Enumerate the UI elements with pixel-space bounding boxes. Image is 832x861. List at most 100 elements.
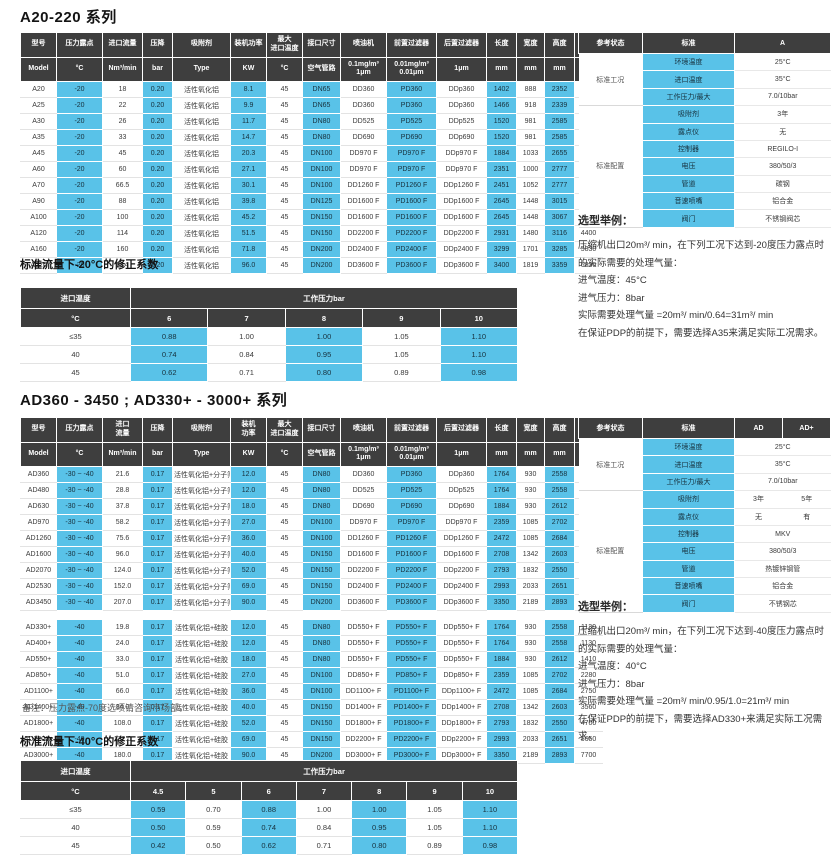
panel-row: 阀门 不锈钢芯 [579,594,831,613]
value-cell: 2585 [544,129,575,146]
spec-row: AD1800+ -40 108.0 0.17 活性氧化铝+硅胶 52.0 45 DN150 DD… [20,715,603,732]
panel-row: 标准工况 环境温度 25°C [578,52,831,107]
value-cell: 2451 [486,177,517,194]
column-unit: Model [20,441,57,467]
value-cell: 214 [102,257,143,274]
value-cell: DN80 [302,620,341,636]
value-cell: 1832 [516,562,545,579]
value-cell: DDp360 [436,97,487,114]
value-cell: 33.0 [102,651,143,668]
value-cell: DDp525 [436,113,487,130]
factor-cell: 1.10 [461,818,519,837]
value-cell: DN150 [302,578,341,595]
value-cell: 930 [516,466,545,483]
factor-cell: 1.05 [362,345,441,364]
value-cell: 11.7 [230,113,267,130]
example-line: 进气温度：45°C [578,275,647,287]
model-cell: AD970 [20,514,57,531]
parameter-cell: 音速喷嘴 [642,191,735,211]
column-header: 吸附剂 [172,417,231,443]
group-label: 标准配置 [578,490,643,613]
value-cell: 88 [102,193,143,210]
factor-cell: 1.05 [406,818,463,837]
factor-cell: 0.50 [129,818,187,837]
column-header: 后置过滤器 [436,32,487,58]
example-line: 进气压力：8bar [578,678,645,690]
panel-row: 控制器 MKV [579,524,831,544]
value-cell: 活性氧化铝+分子筛 [172,594,231,611]
value-cell: 0.20 [142,129,173,146]
footnote: 备注：压力露点-70度选项请咨询市场部。 [22,703,189,713]
value-cell: PD3600 F [386,257,437,274]
value-cell: DN200 [302,594,341,611]
value-cell: 0.17 [142,699,173,716]
column-header: 压降 [142,32,173,58]
column-unit: °C [20,781,131,801]
value-cell: DDp360 [436,81,487,98]
correction-ad-title: 标准流量下-40°C的修正系数 [20,736,159,748]
value-cell: 2339 [544,97,575,114]
factor-cell: 0.84 [207,345,286,364]
value-cell: 380/50/3 [734,542,831,561]
value-cell: -20 [56,177,103,194]
value-cell: DN150 [302,731,341,748]
value-cell: 84.0 [102,699,143,716]
value-cell: 2708 [486,546,517,563]
value-cell: DD360 [340,466,387,483]
panel-header: 标准 [642,417,735,439]
parameter-cell: 露点仪 [642,122,735,141]
value-cell: DN100 [302,161,341,178]
pressure-header: 9 [406,781,463,801]
column-unit: 1μm [436,56,487,82]
value-cell: -20 [56,241,103,258]
value-cell: 45 [266,699,303,716]
value-cell: PD690 [386,498,437,515]
value-cell: DDp550+ F [436,635,487,652]
value-cell: 3359 [544,257,575,274]
value-cell: 0.20 [142,145,173,162]
value-cell: DDp2200+ F [436,731,487,748]
column-unit: 1μm [436,441,487,467]
column-header: 装机功率 [230,32,267,58]
value-cell: 4400 [574,225,603,242]
value-cell: 3116 [544,225,575,242]
value-cell: DD550+ F [340,620,387,636]
panel-row: 音速喷嘴 铝合金 [579,191,831,211]
model-cell: AD360 [20,466,57,483]
factor-cell: 0.59 [185,818,242,837]
value-cell: DN200 [302,257,341,274]
value-cell: 21.6 [102,466,143,483]
value-cell: DN100 [302,530,341,547]
model-cell: A160 [20,241,57,258]
value-cell: 2359 [486,514,517,531]
spec-row: A90 -20 88 0.20 活性氧化铝 39.8 45 DN125 DD1600 F PD16… [20,193,603,210]
column-unit: 0.1mg/m³ 1μm [340,56,387,82]
pressure-header: 8 [351,781,408,801]
value-cell: 3400 [486,257,517,274]
value-cell: DD1800+ F [340,715,387,732]
value-cell: 39.8 [230,193,267,210]
value-cell: 2351 [486,161,517,178]
pressure-header: 10 [461,781,519,801]
value-cell: DD2200 F [340,562,387,579]
value-cell: 活性氧化铝+分子筛 [172,482,231,499]
value-cell: 12.0 [230,482,267,499]
model-cell: A60 [20,161,57,178]
factor-cell: 0.42 [129,836,187,855]
value-cell: 51.0 [102,667,143,684]
value-cell: 1448 [516,193,545,210]
example-ad-heading: 选型举例： [578,601,633,613]
value-cell: 活性氧化铝 [172,193,231,210]
factor-cell: 1.05 [406,800,463,819]
pressure-header: 10 [439,308,518,328]
column-header: 进口温度 [20,287,131,309]
parameter-cell: 工作压力/最大 [642,87,735,107]
value-cell: 58.2 [102,514,143,531]
panel-row: 工作压力/最大 7.0/10bar [579,87,831,107]
value-cell: 1764 [486,466,517,483]
value-cell: DDp1800+ F [436,715,487,732]
value-cell: PD2200 F [386,562,437,579]
value-cell: DD2200+ F [340,731,387,748]
value-cell: 2651 [544,578,575,595]
